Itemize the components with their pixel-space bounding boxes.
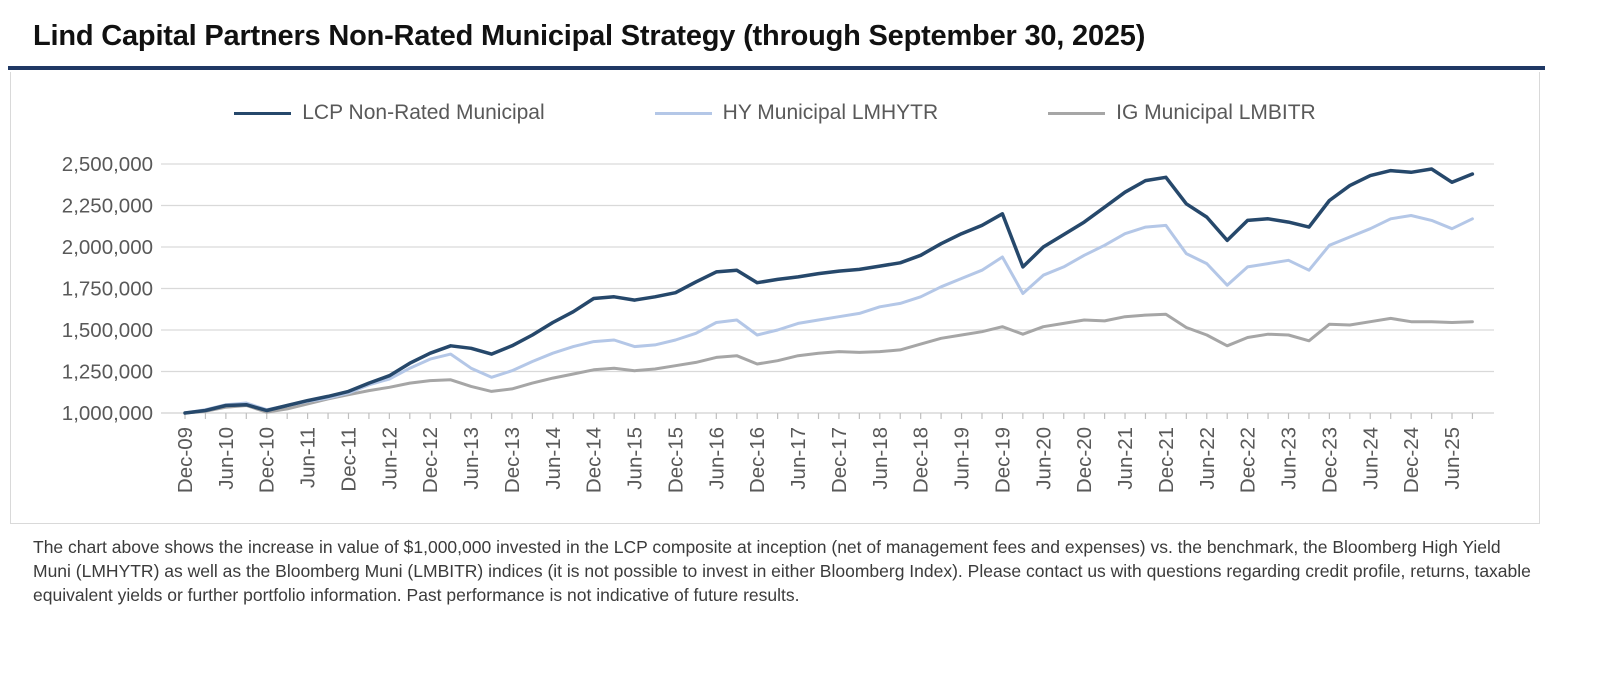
y-axis-label: 2,250,000 [62, 195, 153, 218]
series-line-lcp_navy [183, 167, 1475, 415]
legend-label: IG Municipal LMBITR [1116, 101, 1316, 124]
x-axis-label: Dec-16 [746, 427, 769, 493]
x-axis-label: Dec-09 [174, 427, 197, 493]
y-axis-label: 2,000,000 [62, 236, 153, 259]
series-line-hy_light_blue [183, 214, 1474, 415]
x-axis-label: Jun-19 [951, 427, 974, 490]
x-axis-label: Jun-17 [787, 427, 810, 490]
x-axis-label: Dec-20 [1073, 427, 1096, 493]
x-axis-label: Jun-18 [869, 427, 892, 490]
y-axis-label: 1,250,000 [62, 361, 153, 384]
chart-legend: LCP Non-Rated Municipal HY Municipal LMHY… [11, 72, 1539, 128]
x-axis-label: Dec-11 [337, 427, 360, 492]
x-axis-label: Dec-10 [256, 427, 279, 493]
y-axis-label: 1,750,000 [62, 278, 153, 301]
title-underline-rule [8, 66, 1545, 70]
report-page: Lind Capital Partners Non-Rated Municipa… [0, 20, 1624, 676]
x-axis-label: Jun-21 [1114, 427, 1137, 490]
x-axis-label: Jun-20 [1032, 427, 1055, 490]
x-axis-label: Dec-19 [991, 427, 1014, 493]
x-axis-label: Jun-16 [705, 427, 728, 490]
x-axis-label: Dec-18 [910, 427, 933, 493]
x-axis-label: Jun-14 [542, 427, 565, 490]
legend-swatch-icon [234, 111, 292, 115]
legend-label: HY Municipal LMHYTR [722, 101, 939, 124]
y-axis-label: 1,000,000 [62, 402, 153, 425]
x-axis-label: Dec-17 [828, 427, 851, 493]
x-axis-label: Dec-24 [1400, 427, 1423, 493]
x-axis-label: Jun-25 [1441, 427, 1464, 490]
legend-item: HY Municipal LMHYTR [654, 101, 939, 125]
disclosure-footnote: The chart above shows the increase in va… [33, 537, 1531, 605]
x-axis-label: Jun-22 [1196, 427, 1219, 490]
legend-item: IG Municipal LMBITR [1048, 101, 1316, 125]
x-axis-label: Jun-12 [378, 427, 401, 490]
x-axis-label: Jun-13 [460, 427, 483, 490]
x-axis-label: Jun-24 [1359, 427, 1382, 490]
strategy-chart-svg: 1,000,000 1,250,000 1,500,000 1,750,000 2,00… [62, 153, 1494, 493]
series-line-ig_gray [183, 312, 1474, 415]
y-axis-label: 1,500,000 [62, 319, 153, 342]
legend-swatch-icon [654, 111, 712, 115]
x-axis-label: Dec-15 [664, 427, 687, 493]
chart-panel: LCP Non-Rated Municipal HY Municipal LMHY… [10, 72, 1540, 524]
legend-label: LCP Non-Rated Municipal [302, 101, 545, 124]
x-axis-label: Jun-11 [297, 427, 320, 488]
x-axis-label: Dec-23 [1318, 427, 1341, 493]
legend-swatch-icon [1048, 111, 1106, 115]
page-title: Lind Capital Partners Non-Rated Municipa… [33, 20, 1146, 52]
x-axis-label: Jun-15 [624, 427, 647, 490]
x-axis-label: Dec-14 [583, 427, 606, 493]
x-axis-label: Dec-21 [1155, 427, 1178, 493]
y-axis-label: 2,500,000 [62, 153, 153, 176]
legend-item: LCP Non-Rated Municipal [234, 101, 545, 125]
x-axis-label: Jun-23 [1278, 427, 1301, 490]
x-axis-label: Dec-12 [419, 427, 442, 493]
x-axis-label: Jun-10 [215, 427, 238, 490]
x-axis-label: Dec-13 [501, 427, 524, 493]
x-axis-label: Dec-22 [1237, 427, 1260, 493]
